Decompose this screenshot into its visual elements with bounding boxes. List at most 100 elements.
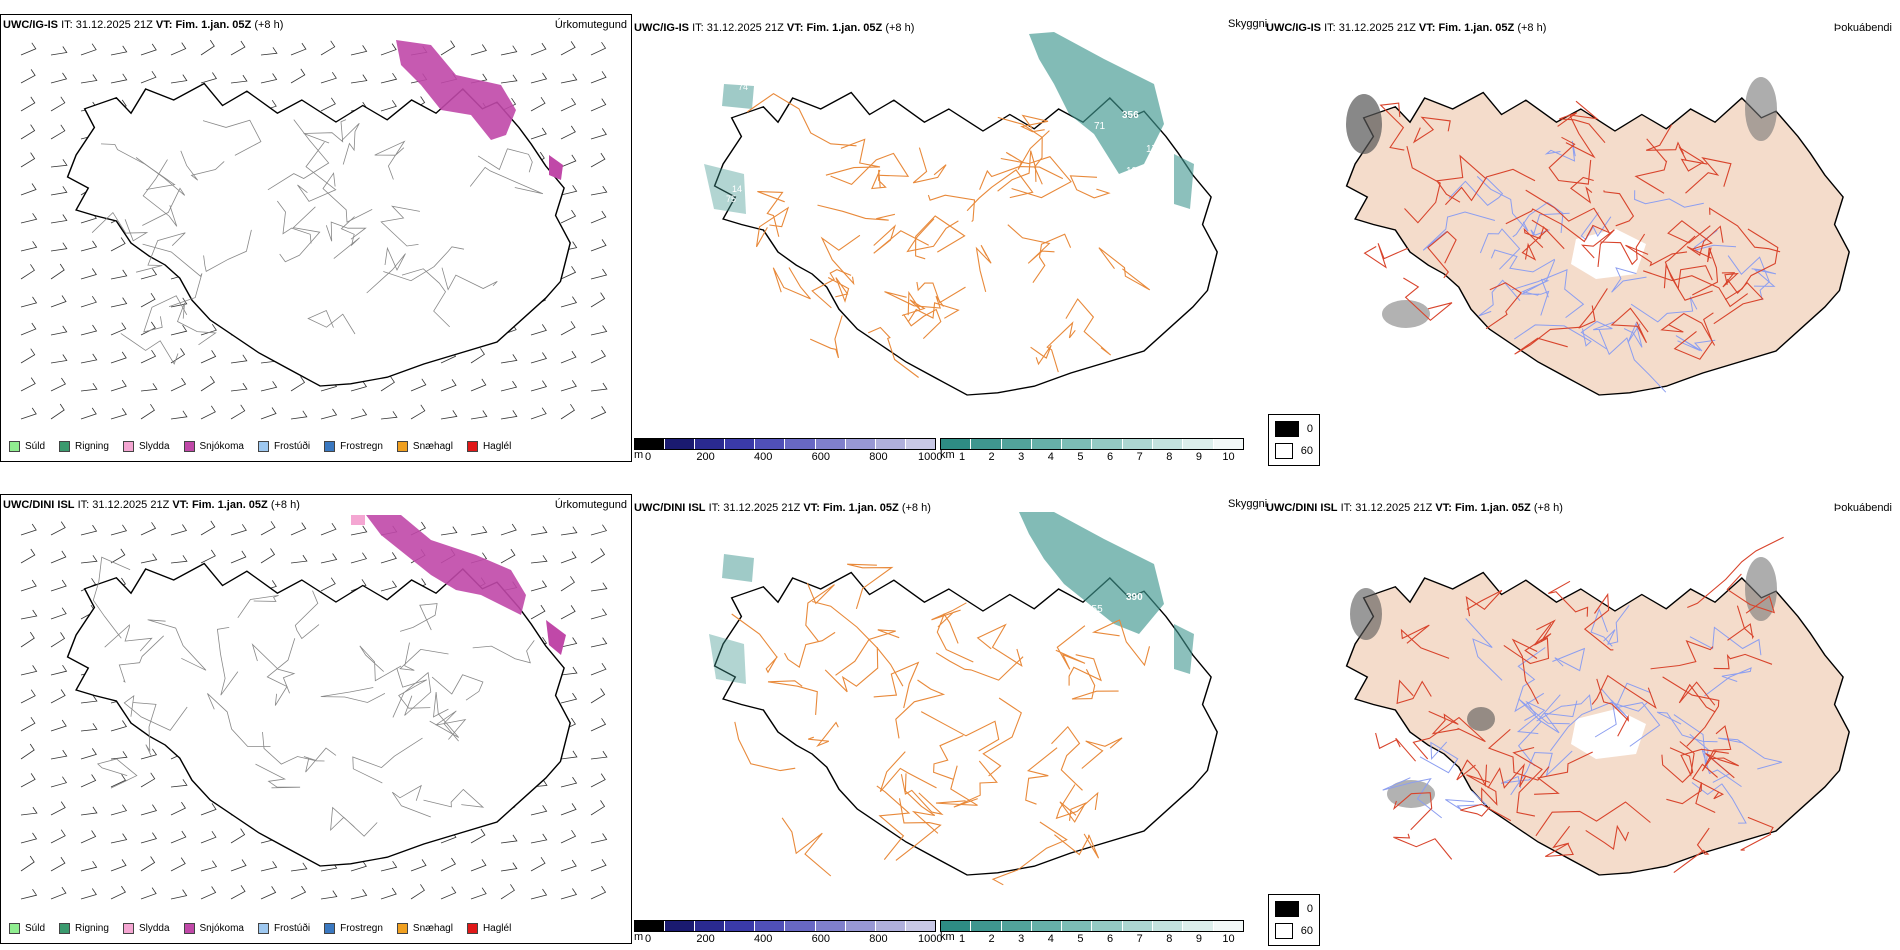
map-line <box>772 267 811 300</box>
wind-barb <box>590 210 607 224</box>
wind-barb <box>140 383 158 392</box>
wind-barb <box>350 525 368 536</box>
map-line <box>895 679 946 739</box>
map-line <box>1081 737 1123 769</box>
wind-barb <box>590 98 607 112</box>
map-line <box>1428 710 1460 735</box>
map-line <box>380 205 420 247</box>
map-line <box>1570 176 1594 204</box>
wind-barb <box>20 832 38 844</box>
wind-barb <box>350 552 368 564</box>
low-visibility-area <box>709 634 746 684</box>
wind-barb <box>380 552 397 564</box>
low-visibility-area <box>1029 32 1164 174</box>
map-line <box>1704 667 1752 697</box>
legend-swatch <box>122 923 134 934</box>
wind-barb <box>200 520 216 536</box>
wind-barb <box>380 43 397 56</box>
map-line <box>1476 176 1529 232</box>
fog-patch <box>1467 707 1495 731</box>
wind-barb <box>380 580 398 592</box>
fog-patch <box>1346 94 1382 154</box>
wind-barb <box>590 71 607 84</box>
map-line <box>1071 669 1119 700</box>
wind-barb <box>140 403 155 420</box>
map-line <box>396 667 431 709</box>
wind-barb <box>500 523 517 536</box>
wind-barb <box>590 637 608 648</box>
map-line <box>1059 801 1087 823</box>
panel-header: UWC/IG-IS IT: 31.12.2025 21Z VT: Fim. 1.… <box>3 19 284 31</box>
map-line <box>1718 737 1783 770</box>
wind-barb <box>50 263 65 280</box>
map-line <box>1662 676 1720 747</box>
wind-barb <box>320 408 338 420</box>
map-line <box>1726 573 1776 614</box>
map-line <box>1046 321 1076 373</box>
map-line <box>975 244 992 293</box>
legend-swatch <box>9 441 20 452</box>
map-line <box>1603 190 1635 227</box>
wind-barb <box>590 292 606 308</box>
wind-barb <box>20 296 38 308</box>
wind-barb <box>560 605 576 620</box>
map-line <box>341 123 360 165</box>
map-line <box>867 326 919 378</box>
low-visibility-area <box>1174 154 1194 209</box>
wind-barb <box>80 295 97 308</box>
map-line <box>120 333 179 365</box>
panel-title: Skyggni <box>1228 498 1268 510</box>
legend-item: Rigning <box>59 923 109 934</box>
wind-barb <box>140 772 156 788</box>
map-line <box>1030 344 1052 366</box>
map-line <box>303 119 347 144</box>
wind-barb <box>20 548 36 564</box>
wind-barb <box>410 884 425 900</box>
wind-barb <box>110 351 127 364</box>
wind-barb <box>470 44 487 56</box>
map-line <box>1514 324 1592 347</box>
map-line <box>1005 130 1050 170</box>
fog-indicator-panel-row2: UWC/DINI ISL IT: 31.12.2025 21Z VT: Fim.… <box>1266 494 1900 944</box>
map-line <box>1530 212 1570 237</box>
map-line <box>1524 619 1556 659</box>
map-line <box>1382 777 1443 819</box>
wind-barb <box>590 239 607 252</box>
wind-barb <box>530 352 548 364</box>
map-line <box>1740 816 1774 851</box>
map-line <box>1485 282 1523 330</box>
wind-barb <box>590 582 608 592</box>
map-line <box>262 731 325 765</box>
map-line <box>1422 211 1496 251</box>
wind-barb <box>110 379 127 392</box>
wind-barb <box>590 608 608 620</box>
wind-barb <box>50 801 66 816</box>
wind-barb <box>140 748 158 760</box>
wind-barb <box>80 830 97 844</box>
wind-barb <box>560 576 575 592</box>
map-line <box>1065 298 1112 356</box>
map-line <box>1610 307 1649 343</box>
wind-barb <box>200 72 218 84</box>
wind-barb <box>80 774 97 788</box>
wind-barb <box>590 268 608 280</box>
map-line <box>237 595 279 619</box>
wind-barb <box>560 73 578 84</box>
wind-barb <box>20 665 38 676</box>
wind-barb <box>380 887 397 900</box>
legend-item: Frostúði <box>257 923 310 934</box>
map-line <box>100 143 176 190</box>
snow-area <box>546 620 566 655</box>
map-line <box>991 821 1068 886</box>
map-line <box>1400 624 1450 659</box>
map-line <box>1634 190 1704 208</box>
wind-barb <box>590 349 606 364</box>
map-line <box>1521 219 1549 261</box>
wind-barb <box>560 185 578 196</box>
map-line <box>1051 725 1083 791</box>
wind-barb <box>80 860 98 872</box>
map-line <box>136 232 186 273</box>
wind-barb <box>590 524 608 536</box>
panel-title: Þokuábendi <box>1833 502 1892 514</box>
wind-barb <box>530 856 546 872</box>
